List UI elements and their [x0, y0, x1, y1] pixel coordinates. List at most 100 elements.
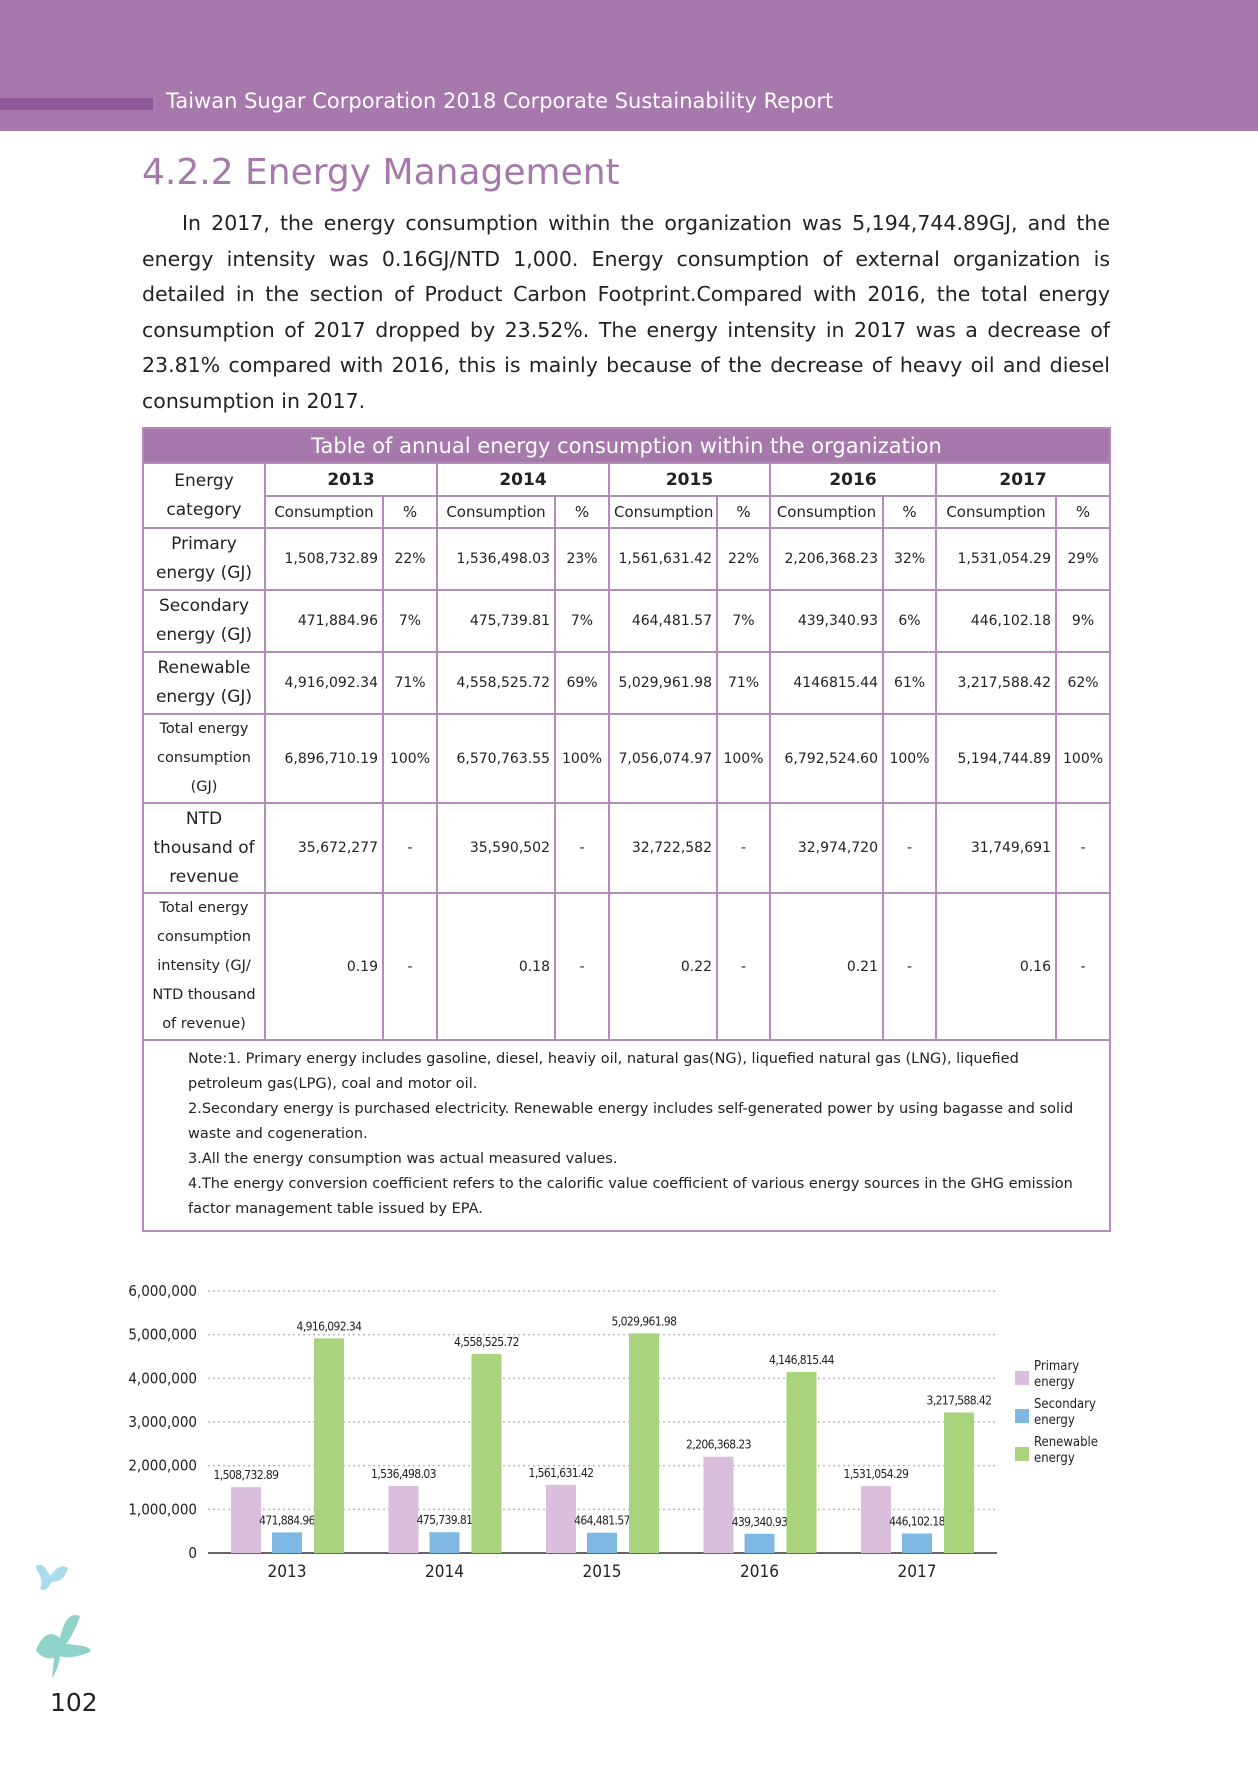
- bar: [902, 1533, 932, 1553]
- legend-swatch: [1015, 1409, 1029, 1423]
- cell: 35,590,502: [436, 802, 556, 894]
- sub-header: Consumption: [264, 495, 384, 529]
- cell: 446,102.18: [935, 589, 1057, 653]
- table-row: Renewable energy (GJ) 4,916,092.34 71% 4,55…: [142, 651, 1112, 715]
- cell: 6,896,710.19: [264, 713, 384, 804]
- cell: 9%: [1054, 589, 1112, 653]
- cell: 1,536,498.03: [436, 527, 556, 591]
- cell: -: [1054, 892, 1112, 1041]
- value-label: 446,102.18: [889, 1515, 946, 1529]
- table-row: Total energy consumption intensity (GJ/ …: [142, 892, 1112, 1041]
- table-title: Table of annual energy consumption withi…: [141, 427, 1112, 464]
- cell: 4,916,092.34: [264, 651, 384, 715]
- cell: 6,570,763.55: [436, 713, 556, 804]
- x-tick-label: 2015: [583, 1562, 622, 1582]
- row-label: Renewable energy (GJ): [142, 651, 266, 715]
- value-label: 1,508,732.89: [214, 1468, 280, 1482]
- legend-swatch: [1015, 1447, 1029, 1461]
- cell: 23%: [554, 527, 610, 591]
- legend-swatch: [1015, 1371, 1029, 1385]
- notes: Note:1. Primary energy includes gasoline…: [141, 1039, 1112, 1232]
- value-label: 4,558,525.72: [454, 1335, 519, 1349]
- cell: 439,340.93: [769, 589, 884, 653]
- bar: [703, 1456, 734, 1553]
- value-label: 4,146,815.44: [769, 1353, 835, 1367]
- cell: 22%: [716, 527, 771, 591]
- cell: 100%: [716, 713, 771, 804]
- cell: 61%: [882, 651, 937, 715]
- cell: 1,561,631.42: [608, 527, 718, 591]
- bar: [629, 1333, 659, 1553]
- table-row: Consumption% Consumption% Consumption% Cons…: [143, 495, 1112, 529]
- energy-table: Table of annual energy consumption withi…: [141, 427, 1112, 1232]
- y-tick-label: 6,000,000: [128, 1282, 197, 1300]
- cell: -: [882, 802, 937, 894]
- bar: [314, 1338, 344, 1553]
- page-number: 102: [50, 1688, 98, 1717]
- value-label: 1,536,498.03: [371, 1467, 436, 1481]
- year-header: 2013: [264, 462, 438, 497]
- table-row: Table of annual energy consumption withi…: [141, 427, 1112, 464]
- note: 2.Secondary energy is purchased electric…: [188, 1101, 1074, 1142]
- cell: 22%: [382, 527, 438, 591]
- row-label: Primary energy (GJ): [142, 527, 266, 591]
- cell: 7%: [554, 589, 610, 653]
- value-label: 475,739.81: [417, 1513, 473, 1527]
- cell: 6,792,524.60: [769, 713, 884, 804]
- header-strip: [0, 98, 153, 110]
- value-label: 5,029,961.98: [612, 1314, 678, 1328]
- sub-header: Consumption: [608, 495, 718, 529]
- cell: -: [382, 892, 438, 1041]
- cell: -: [716, 802, 771, 894]
- bar: [471, 1353, 502, 1553]
- cell: 31,749,691: [935, 802, 1057, 894]
- cell: 69%: [554, 651, 610, 715]
- y-tick-label: 4,000,000: [128, 1369, 197, 1387]
- x-tick-label: 2016: [740, 1562, 779, 1582]
- cell: 5,194,744.89: [935, 713, 1057, 804]
- cell: 100%: [554, 713, 610, 804]
- value-label: 464,481.57: [574, 1514, 630, 1528]
- sub-header: Consumption: [935, 495, 1057, 529]
- table-row: Energy category 2013 2014 2015 2016 2017: [142, 462, 1112, 529]
- cell: 0.16: [935, 892, 1057, 1041]
- y-tick-label: 0: [188, 1544, 197, 1562]
- table-row: NTD thousand of revenue 35,672,277-35,590…: [142, 802, 1112, 894]
- header-title: Taiwan Sugar Corporation 2018 Corporate …: [166, 89, 834, 113]
- bar: [429, 1532, 460, 1553]
- note: 3.All the energy consumption was actual …: [188, 1151, 618, 1167]
- cell: 71%: [716, 651, 771, 715]
- corner-header: Energy category: [142, 462, 266, 529]
- x-tick-label: 2013: [268, 1562, 307, 1582]
- y-tick-label: 2,000,000: [128, 1457, 197, 1475]
- row-label: Total energy consumption (GJ): [142, 713, 266, 804]
- cell: 29%: [1054, 527, 1112, 591]
- bar: [944, 1412, 974, 1553]
- cell: 35,672,277: [264, 802, 384, 894]
- bar: [546, 1484, 576, 1553]
- sub-header: %: [716, 495, 771, 529]
- value-label: 3,217,588.42: [927, 1393, 992, 1407]
- cell: 100%: [1054, 713, 1112, 804]
- value-label: 4,916,092.34: [297, 1319, 363, 1333]
- cell: 464,481.57: [608, 589, 718, 653]
- cell: 4146815.44: [769, 651, 884, 715]
- sub-header: %: [1054, 495, 1112, 529]
- cell: 471,884.96: [264, 589, 384, 653]
- cell: -: [1054, 802, 1112, 894]
- table-row: Primary energy (GJ) 1,508,732.89 22% 1,536,…: [142, 527, 1112, 591]
- cell: 32%: [882, 527, 937, 591]
- cell: 0.19: [264, 892, 384, 1041]
- y-tick-label: 3,000,000: [128, 1413, 197, 1431]
- cell: -: [382, 802, 438, 894]
- value-label: 2,206,368.23: [686, 1438, 751, 1452]
- bar: [388, 1485, 419, 1553]
- cell: 0.21: [769, 892, 884, 1041]
- row-label: Total energy consumption intensity (GJ/ …: [142, 892, 266, 1041]
- table-row: Note:1. Primary energy includes gasoline…: [141, 1039, 1112, 1232]
- cell: 7%: [382, 589, 438, 653]
- cell: 1,531,054.29: [935, 527, 1057, 591]
- cell: 7,056,074.97: [608, 713, 718, 804]
- row-label: Secondary energy (GJ): [142, 589, 266, 653]
- y-tick-label: 5,000,000: [128, 1326, 197, 1344]
